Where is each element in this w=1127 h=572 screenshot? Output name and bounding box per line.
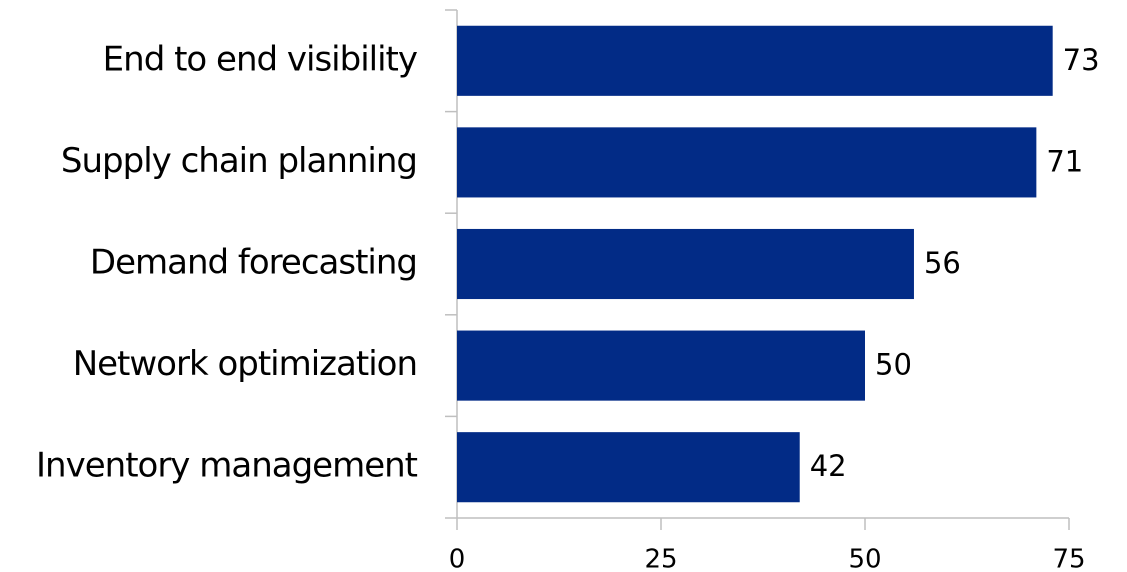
x-tick-label: 50 bbox=[848, 545, 881, 572]
bar bbox=[457, 228, 914, 300]
y-tick-label: Inventory management bbox=[36, 446, 418, 486]
data-label: 56 bbox=[924, 246, 961, 280]
bar bbox=[457, 25, 1053, 96]
y-tick-label: Network optimization bbox=[73, 344, 417, 384]
bar bbox=[457, 127, 1037, 198]
y-tick-label: Supply chain planning bbox=[61, 141, 417, 181]
x-tick-label: 25 bbox=[644, 545, 677, 572]
x-tick-label: 75 bbox=[1052, 545, 1085, 572]
bar bbox=[457, 330, 865, 401]
data-label: 42 bbox=[810, 449, 847, 483]
x-tick-label: 0 bbox=[449, 545, 466, 572]
data-label: 71 bbox=[1046, 144, 1083, 178]
data-label: 50 bbox=[875, 348, 912, 382]
y-tick-label: End to end visibility bbox=[103, 39, 418, 79]
y-tick-label: Demand forecasting bbox=[90, 243, 417, 283]
data-label: 73 bbox=[1063, 43, 1100, 77]
bar bbox=[457, 432, 800, 503]
